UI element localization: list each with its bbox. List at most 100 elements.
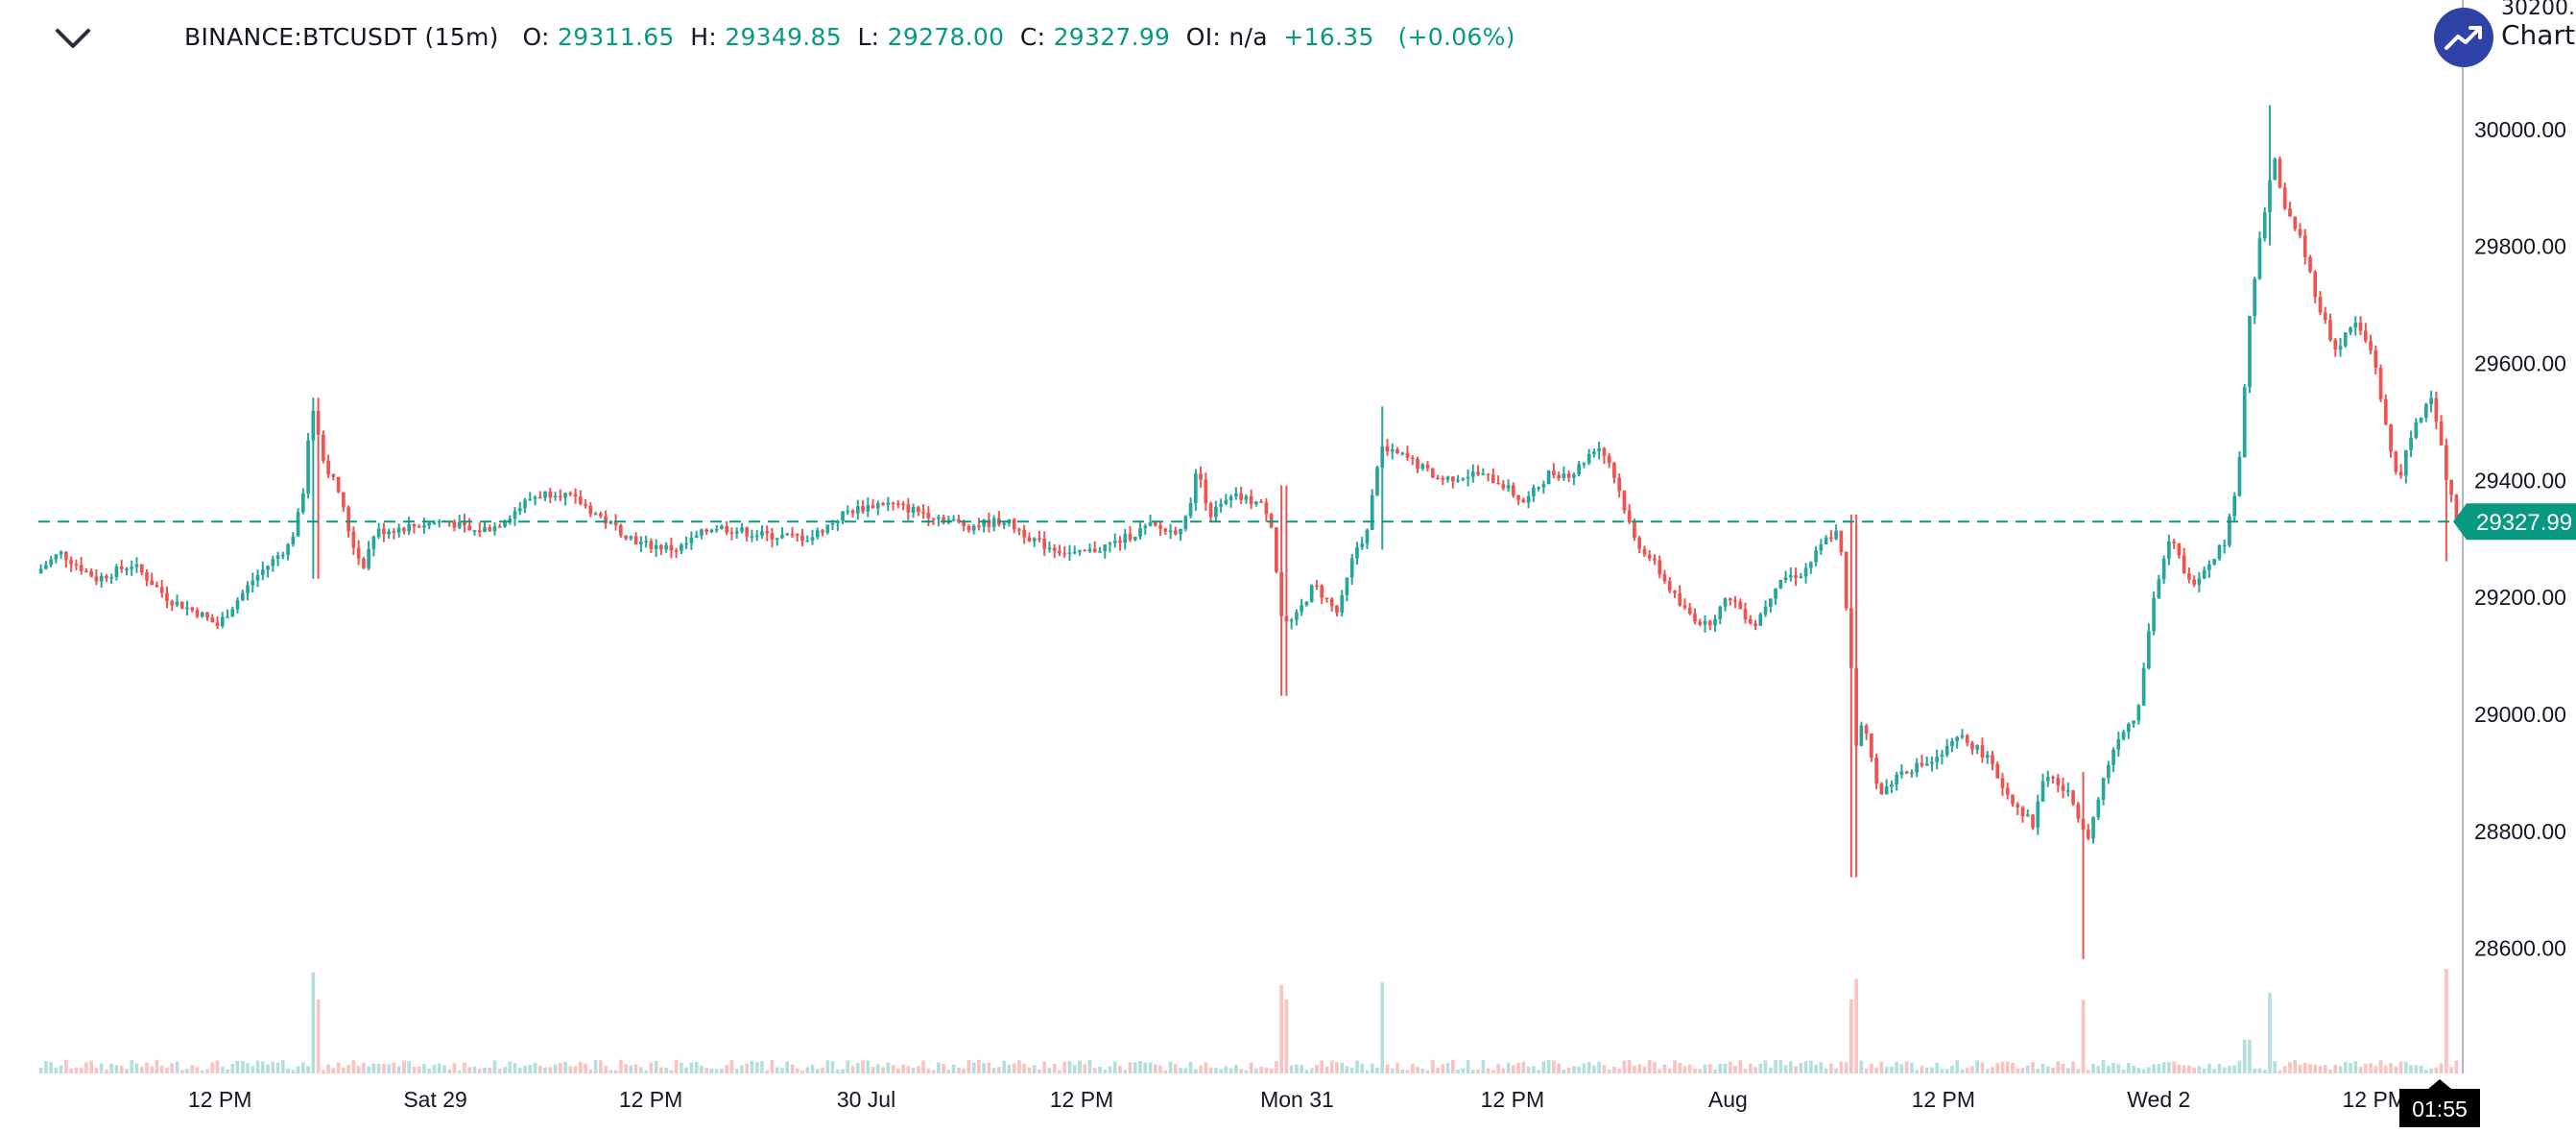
candle-body — [593, 513, 598, 516]
candle-body — [895, 503, 900, 505]
candle-body — [604, 516, 608, 524]
volume-bar — [1112, 1061, 1117, 1073]
candle-body — [2383, 398, 2388, 425]
volume-bar — [1355, 1060, 1359, 1073]
volume-bar — [2409, 1065, 2413, 1073]
volume-bar — [1662, 1064, 1667, 1073]
candle-body — [342, 492, 346, 508]
volume-bar — [2011, 1062, 2015, 1073]
candle-body — [1950, 740, 1954, 747]
candle-body — [396, 527, 401, 533]
volume-bar — [1960, 1069, 1965, 1073]
candle-body — [1541, 484, 1546, 488]
candle-body — [1622, 491, 1627, 511]
candle-body — [1577, 464, 1581, 475]
candle-body — [1506, 485, 1511, 489]
volume-bar — [1687, 1064, 1692, 1073]
volume-bar — [503, 1067, 507, 1073]
candle-body — [326, 460, 330, 475]
candle-body — [1532, 487, 1536, 496]
candle-body — [1370, 494, 1374, 530]
volume-bar — [1199, 1065, 1203, 1073]
volume-bar — [1516, 1062, 1520, 1073]
candle-body — [1566, 473, 1571, 478]
candle-body — [1108, 542, 1112, 545]
volume-bar — [1153, 1064, 1157, 1073]
candle-body — [1153, 522, 1157, 526]
candle-body — [1496, 482, 1500, 485]
candle-body — [881, 503, 885, 505]
volume-bar — [1087, 1060, 1092, 1073]
volume-bar — [1607, 1069, 1611, 1073]
candle-body — [1058, 550, 1061, 554]
price-axis[interactable]: 30000.00 29800.00 29600.00 29400.00 29200.00… — [2474, 117, 2566, 961]
volume-bar — [800, 1070, 804, 1073]
brand-text[interactable]: Charts p — [2501, 19, 2576, 51]
countdown-pointer — [2428, 1079, 2451, 1089]
volume-bar — [1193, 1069, 1198, 1073]
volume-bar — [654, 1060, 658, 1073]
candle-body — [855, 506, 860, 514]
volume-bar — [1304, 1070, 1309, 1073]
volume-bar — [861, 1060, 865, 1073]
volume-bar — [1819, 1062, 1824, 1073]
volume-bar — [513, 1063, 517, 1073]
volume-bar — [2045, 1066, 2050, 1073]
volume-bar — [714, 1069, 719, 1073]
volume-bar — [2152, 1064, 2156, 1073]
candle-body — [1884, 786, 1889, 795]
time-tick: Mon 31 — [1260, 1087, 1334, 1112]
candle-body — [488, 527, 492, 532]
volume-bar — [1824, 1068, 1828, 1073]
symbol-title[interactable]: BINANCE:BTCUSDT (15m) — [184, 23, 499, 51]
volume-bar — [886, 1062, 891, 1073]
volume-bar — [543, 1067, 547, 1073]
time-tick: 12 PM — [1912, 1087, 1975, 1112]
volume-bar — [875, 1064, 880, 1073]
candle-body — [2237, 457, 2242, 496]
candle-body — [145, 572, 149, 581]
candle-body — [1975, 745, 1980, 750]
volume-bar — [1405, 1070, 1410, 1073]
volume-bar — [593, 1059, 598, 1073]
candle-body — [633, 536, 638, 544]
volume-bar — [1007, 1064, 1012, 1073]
open-label: O: — [522, 23, 550, 51]
candle-body — [2056, 778, 2061, 785]
volume-bar — [1950, 1065, 1954, 1073]
time-axis[interactable]: 12 PM Sat 29 12 PM 30 Jul 12 PM Mon 31 12 PM Au… — [188, 1087, 2406, 1112]
volume-bar — [1980, 1062, 1985, 1073]
candle-body — [2373, 350, 2378, 368]
volume-bar — [54, 1068, 59, 1073]
candle-body — [2167, 541, 2171, 559]
candle-body — [2338, 346, 2343, 350]
volume-bar — [79, 1068, 83, 1073]
candle-body — [795, 534, 799, 536]
candle-body — [1168, 530, 1173, 533]
volume-bar — [1935, 1062, 1940, 1073]
candle-body — [971, 525, 976, 531]
volume-bar — [2192, 1067, 2196, 1073]
volume-bar — [1370, 1063, 1374, 1073]
volume-bar — [2237, 1060, 2242, 1073]
candle-body — [1768, 598, 1773, 607]
candle-body — [1027, 537, 1032, 542]
candle-body — [266, 566, 270, 570]
volume-bar — [866, 1060, 871, 1073]
candle-body — [2132, 720, 2135, 724]
price-tick: 28800.00 — [2474, 819, 2566, 844]
volume-bar — [1562, 1069, 1566, 1073]
candle-body — [1748, 618, 1753, 624]
candle-body — [1123, 533, 1128, 543]
volume-bar — [2172, 1061, 2176, 1073]
candle-body — [155, 585, 159, 588]
brand-logo[interactable] — [2434, 8, 2493, 67]
volume-bar — [2282, 1066, 2287, 1073]
volume-bar — [1975, 1060, 1980, 1073]
collapse-button[interactable] — [48, 15, 98, 61]
volume-bar — [2086, 1070, 2090, 1073]
volume-bar — [1456, 1070, 1460, 1073]
candle-body — [1275, 527, 1278, 572]
volume-bar — [1778, 1060, 1783, 1073]
